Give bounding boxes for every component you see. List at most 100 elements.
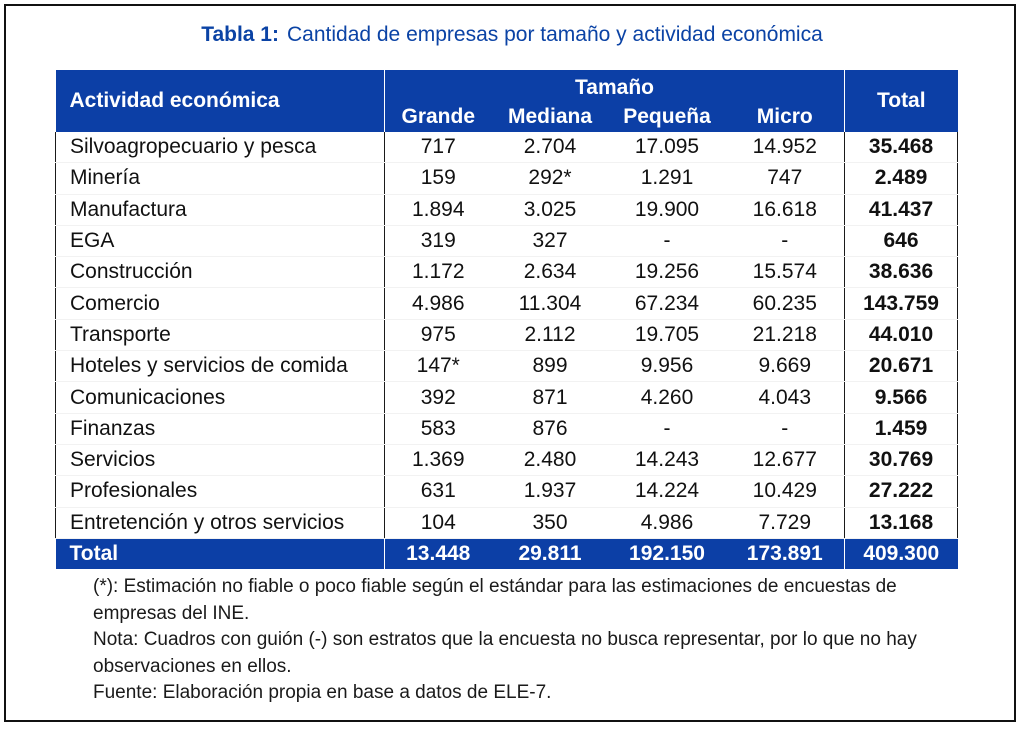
cell-grande: 319: [384, 225, 492, 258]
cell-micro: 14.952: [725, 132, 845, 164]
cell-mediana: 2.704: [491, 132, 609, 164]
cell-pequena: 67.234: [608, 287, 726, 320]
cell-grande: 717: [384, 132, 492, 164]
cell-pequena: 14.224: [608, 475, 726, 508]
cell-micro: 7.729: [725, 507, 845, 539]
cell-micro: -: [725, 225, 845, 258]
cell-mediana: 3.025: [491, 194, 609, 226]
cell-row-total: 646: [844, 225, 959, 258]
cell-grande: 975: [384, 319, 492, 352]
row-activity: Comercio: [55, 287, 385, 320]
grand-total: 409.300: [844, 538, 958, 569]
cell-row-total: 2.489: [844, 162, 959, 195]
cell-mediana: 1.937: [491, 475, 609, 508]
cell-mediana: 871: [491, 381, 609, 414]
row-activity: Finanzas: [55, 413, 385, 445]
cell-grande: 1.369: [384, 444, 492, 477]
table-notes: (*): Estimación no fiable o poco fiable …: [93, 574, 965, 707]
table-row: Transporte 975 2.112 19.705 21.218 44.010: [55, 319, 959, 352]
cell-pequena: 19.705: [608, 319, 726, 352]
header-activity: Actividad económica: [55, 70, 385, 132]
row-activity: Entretención y otros servicios: [55, 507, 385, 539]
cell-grande: 1.894: [384, 194, 492, 226]
cell-micro: 747: [725, 162, 845, 195]
table-row: Servicios 1.369 2.480 14.243 12.677 30.769: [55, 444, 959, 477]
cell-row-total: 30.769: [844, 444, 959, 477]
cell-mediana: 899: [491, 350, 609, 383]
cell-pequena: 14.243: [608, 444, 726, 477]
table-body: Silvoagropecuario y pesca 717 2.704 17.095 1…: [55, 132, 959, 539]
cell-row-total: 20.671: [844, 350, 959, 383]
cell-pequena: -: [608, 225, 726, 258]
table-header: Actividad económica Tamaño Total Grande …: [55, 70, 958, 132]
cell-micro: 60.235: [725, 287, 845, 320]
cell-pequena: 1.291: [608, 162, 726, 195]
cell-micro: 10.429: [725, 475, 845, 508]
total-micro: 173.891: [725, 538, 845, 569]
cell-grande: 104: [384, 507, 492, 539]
cell-grande: 159: [384, 162, 492, 195]
cell-row-total: 9.566: [844, 381, 959, 414]
cell-mediana: 2.480: [491, 444, 609, 477]
total-grande: 13.448: [384, 538, 492, 569]
cell-grande: 1.172: [384, 256, 492, 289]
table-row: Comercio 4.986 11.304 67.234 60.235 143.759: [55, 287, 959, 320]
table-row: Entretención y otros servicios 104 350 4.98…: [55, 507, 959, 539]
total-row: Total 13.448 29.811 192.150 173.891 409.…: [55, 538, 958, 569]
row-activity: Silvoagropecuario y pesca: [55, 132, 385, 164]
row-activity: Transporte: [55, 319, 385, 352]
total-mediana: 29.811: [491, 538, 609, 569]
header-size-group: Tamaño: [384, 70, 845, 102]
cell-mediana: 876: [491, 413, 609, 445]
companies-table: Actividad económica Tamaño Total Grande …: [55, 70, 959, 569]
table-row: Profesionales 631 1.937 14.224 10.429 27.222: [55, 475, 959, 508]
cell-grande: 4.986: [384, 287, 492, 320]
cell-row-total: 13.168: [844, 507, 959, 539]
cell-micro: 9.669: [725, 350, 845, 383]
table-row: Silvoagropecuario y pesca 717 2.704 17.095 1…: [55, 132, 959, 164]
cell-pequena: -: [608, 413, 726, 445]
header-size-grande: Grande: [384, 102, 492, 132]
cell-pequena: 17.095: [608, 132, 726, 164]
table-row: Comunicaciones 392 871 4.260 4.043 9.566: [55, 381, 959, 414]
cell-pequena: 19.900: [608, 194, 726, 226]
cell-micro: -: [725, 413, 845, 445]
cell-row-total: 27.222: [844, 475, 959, 508]
header-total: Total: [844, 70, 958, 132]
cell-grande: 631: [384, 475, 492, 508]
table-footer: Total 13.448 29.811 192.150 173.891 409.…: [55, 538, 958, 569]
row-activity: Construcción: [55, 256, 385, 289]
note-source: Fuente: Elaboración propia en base a dat…: [93, 682, 552, 703]
header-size-mediana: Mediana: [491, 102, 609, 132]
cell-row-total: 41.437: [844, 194, 959, 226]
header-size-micro: Micro: [725, 102, 845, 132]
total-row-label: Total: [55, 538, 385, 569]
cell-mediana: 350: [491, 507, 609, 539]
table-row: Finanzas 583 876- -1.459: [55, 413, 959, 445]
table-title: Tabla 1: Cantidad de empresas por tamaño …: [6, 23, 1018, 47]
header-size-pequena: Pequeña: [608, 102, 726, 132]
cell-row-total: 35.468: [844, 132, 959, 164]
row-activity: Hoteles y servicios de comida: [55, 350, 385, 383]
cell-row-total: 1.459: [844, 413, 959, 445]
cell-grande: 147*: [384, 350, 492, 383]
cell-mediana: 327: [491, 225, 609, 258]
row-activity: Manufactura: [55, 194, 385, 226]
cell-micro: 16.618: [725, 194, 845, 226]
cell-micro: 4.043: [725, 381, 845, 414]
note-asterisk: (*): Estimación no fiable o poco fiable …: [93, 576, 897, 624]
table-row: Minería 159 292* 1.291 747 2.489: [55, 162, 959, 195]
row-activity: Minería: [55, 162, 385, 195]
row-activity: Comunicaciones: [55, 381, 385, 414]
cell-row-total: 38.636: [844, 256, 959, 289]
cell-row-total: 143.759: [844, 287, 959, 320]
table-row: Construcción 1.172 2.634 19.256 15.574 38.636: [55, 256, 959, 289]
note-dash: Nota: Cuadros con guión (-) son estratos…: [93, 629, 917, 677]
cell-pequena: 9.956: [608, 350, 726, 383]
table-row: EGA 319 327- -646: [55, 225, 959, 258]
table-title-text: Cantidad de empresas por tamaño y activi…: [286, 23, 823, 46]
cell-row-total: 44.010: [844, 319, 959, 352]
total-pequena: 192.150: [608, 538, 726, 569]
cell-mediana: 2.112: [491, 319, 609, 352]
cell-mediana: 292*: [491, 162, 609, 195]
